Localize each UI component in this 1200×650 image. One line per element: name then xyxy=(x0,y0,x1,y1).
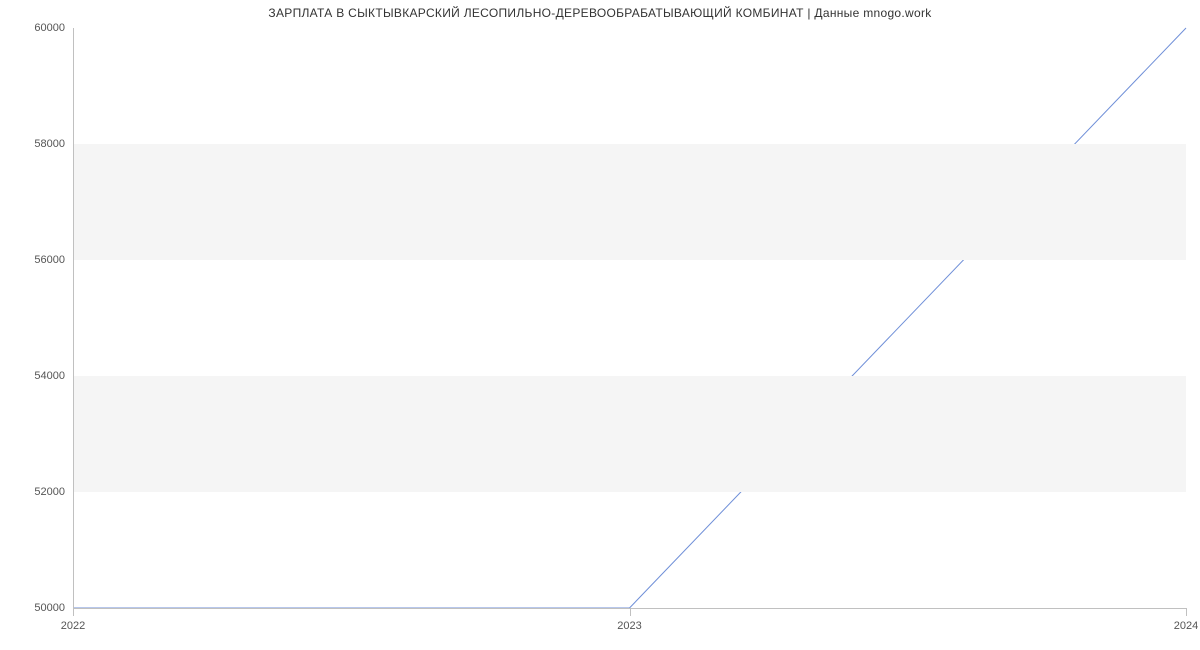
plot-area xyxy=(73,28,1186,608)
x-tick-label: 2022 xyxy=(61,620,85,632)
y-tick-label: 52000 xyxy=(34,486,65,498)
chart-title: ЗАРПЛАТА В СЫКТЫВКАРСКИЙ ЛЕСОПИЛЬНО-ДЕРЕ… xyxy=(0,6,1200,20)
chart-container: ЗАРПЛАТА В СЫКТЫВКАРСКИЙ ЛЕСОПИЛЬНО-ДЕРЕ… xyxy=(0,0,1200,650)
y-tick-label: 50000 xyxy=(34,602,65,614)
y-tick-label: 54000 xyxy=(34,370,65,382)
x-tick-mark xyxy=(73,608,74,616)
x-tick-mark xyxy=(1186,608,1187,616)
y-axis-line xyxy=(73,28,74,608)
y-tick-label: 58000 xyxy=(34,138,65,150)
y-tick-label: 60000 xyxy=(34,22,65,34)
series-line xyxy=(73,28,1186,608)
y-tick-label: 56000 xyxy=(34,254,65,266)
x-tick-label: 2024 xyxy=(1174,620,1198,632)
x-tick-label: 2023 xyxy=(617,620,641,632)
grid-band xyxy=(73,144,1186,260)
line-layer xyxy=(73,28,1186,608)
grid-band xyxy=(73,376,1186,492)
x-tick-mark xyxy=(630,608,631,616)
